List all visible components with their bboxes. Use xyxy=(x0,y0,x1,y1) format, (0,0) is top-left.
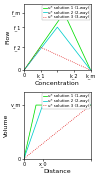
u* solution 2 (2-way) xyxy=(57,26,58,28)
u* solution 1 (1-way) xyxy=(23,158,25,160)
u* solution 3 (3-way) xyxy=(23,69,25,71)
u* solution 2 (2-way) xyxy=(23,69,25,71)
u* solution 1 (1-way) xyxy=(90,104,91,106)
Line: u* solution 2 (2-way): u* solution 2 (2-way) xyxy=(24,105,91,159)
Line: u* solution 1 (1-way): u* solution 1 (1-way) xyxy=(24,105,91,159)
X-axis label: Concentration: Concentration xyxy=(35,80,80,85)
Y-axis label: Volume: Volume xyxy=(4,114,9,137)
Legend: u* solution 1 (1-way), u* solution 2 (2-way), u* solution 3 (3-way): u* solution 1 (1-way), u* solution 2 (2-… xyxy=(42,5,90,20)
u* solution 3 (3-way) xyxy=(90,69,91,71)
u* solution 1 (1-way) xyxy=(23,69,25,71)
u* solution 1 (1-way) xyxy=(63,12,65,14)
u* solution 2 (2-way) xyxy=(90,104,91,106)
Legend: u* solution 1 (1-way), u* solution 2 (2-way), u* solution 3 (3-way): u* solution 1 (1-way), u* solution 2 (2-… xyxy=(42,93,90,109)
u* solution 1 (1-way) xyxy=(35,104,37,106)
u* solution 3 (3-way) xyxy=(40,46,41,48)
Line: u* solution 2 (2-way): u* solution 2 (2-way) xyxy=(24,27,91,70)
Y-axis label: Flow: Flow xyxy=(5,30,10,44)
u* solution 2 (2-way) xyxy=(42,104,43,106)
Line: u* solution 3 (3-way): u* solution 3 (3-way) xyxy=(24,47,91,70)
u* solution 2 (2-way) xyxy=(23,158,25,160)
X-axis label: Distance: Distance xyxy=(44,169,71,174)
Line: u* solution 1 (1-way): u* solution 1 (1-way) xyxy=(24,13,91,70)
u* solution 2 (2-way) xyxy=(90,69,91,71)
u* solution 1 (1-way) xyxy=(90,69,91,71)
